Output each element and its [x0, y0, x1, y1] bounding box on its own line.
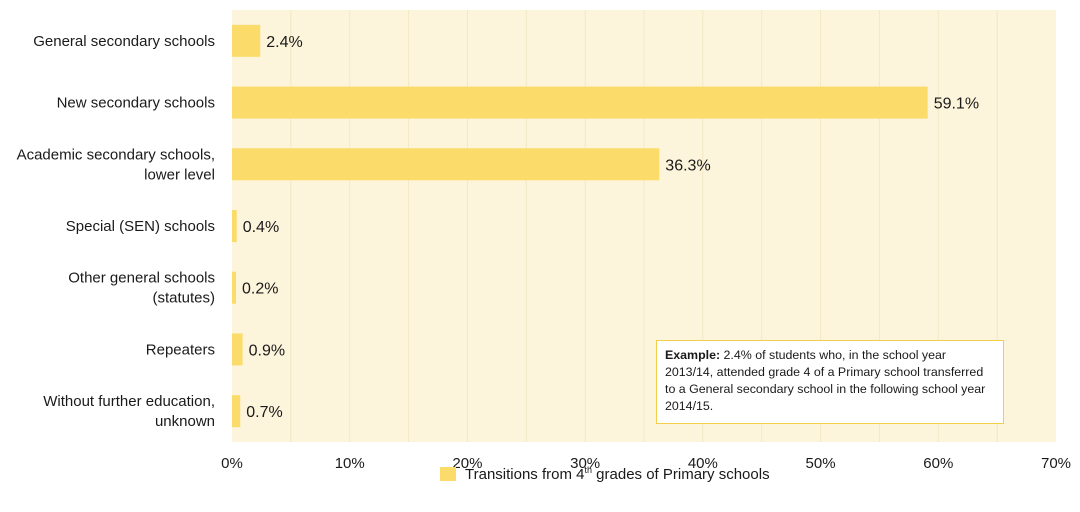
x-tick-label: 60% [923, 455, 953, 472]
bar-value-label: 0.9% [249, 342, 285, 359]
x-tick-label: 70% [1041, 455, 1071, 472]
bar-value-label: 59.1% [934, 96, 979, 113]
bar [232, 210, 237, 242]
legend-label-suffix: grades of Primary schools [592, 465, 770, 483]
category-label: Other general schools (statutes) [68, 270, 215, 307]
x-tick-label: 40% [688, 455, 718, 472]
legend-swatch [440, 467, 456, 481]
category-label: General secondary schools [33, 33, 215, 50]
legend-label-superscript: th [584, 464, 592, 475]
category-label: Special (SEN) schools [66, 218, 215, 235]
bar-value-label: 0.2% [242, 281, 278, 298]
category-label: New secondary schools [57, 95, 215, 112]
x-tick-label: 50% [806, 455, 836, 472]
example-annotation: Example: 2.4% of students who, in the sc… [656, 340, 1004, 424]
bar [232, 395, 241, 428]
x-tick-label: 0% [221, 455, 243, 472]
example-annotation-text: 2.4% of students who, in the school year… [665, 348, 986, 413]
category-label: Repeaters [146, 341, 215, 358]
example-annotation-bold: Example: [665, 348, 721, 362]
legend-label: Transitions from 4th grades of Primary s… [465, 464, 770, 483]
bar [232, 24, 261, 57]
bar-value-label: 36.3% [665, 157, 710, 174]
x-tick-label: 10% [335, 455, 365, 472]
category-label: Academic secondary schools, lower level [17, 146, 215, 183]
legend: Transitions from 4th grades of Primary s… [440, 464, 770, 484]
bar [232, 271, 236, 304]
category-label: Without further education, unknown [43, 393, 215, 430]
bar-value-label: 0.7% [246, 404, 282, 421]
bar [232, 333, 243, 366]
x-tick-label: 30% [570, 455, 600, 472]
x-tick-label: 20% [452, 455, 482, 472]
bar-value-label: 0.4% [243, 219, 279, 236]
bar [232, 86, 928, 119]
bar [232, 148, 660, 181]
legend-label-prefix: Transitions from 4 [465, 465, 585, 483]
bar-value-label: 2.4% [266, 34, 302, 51]
